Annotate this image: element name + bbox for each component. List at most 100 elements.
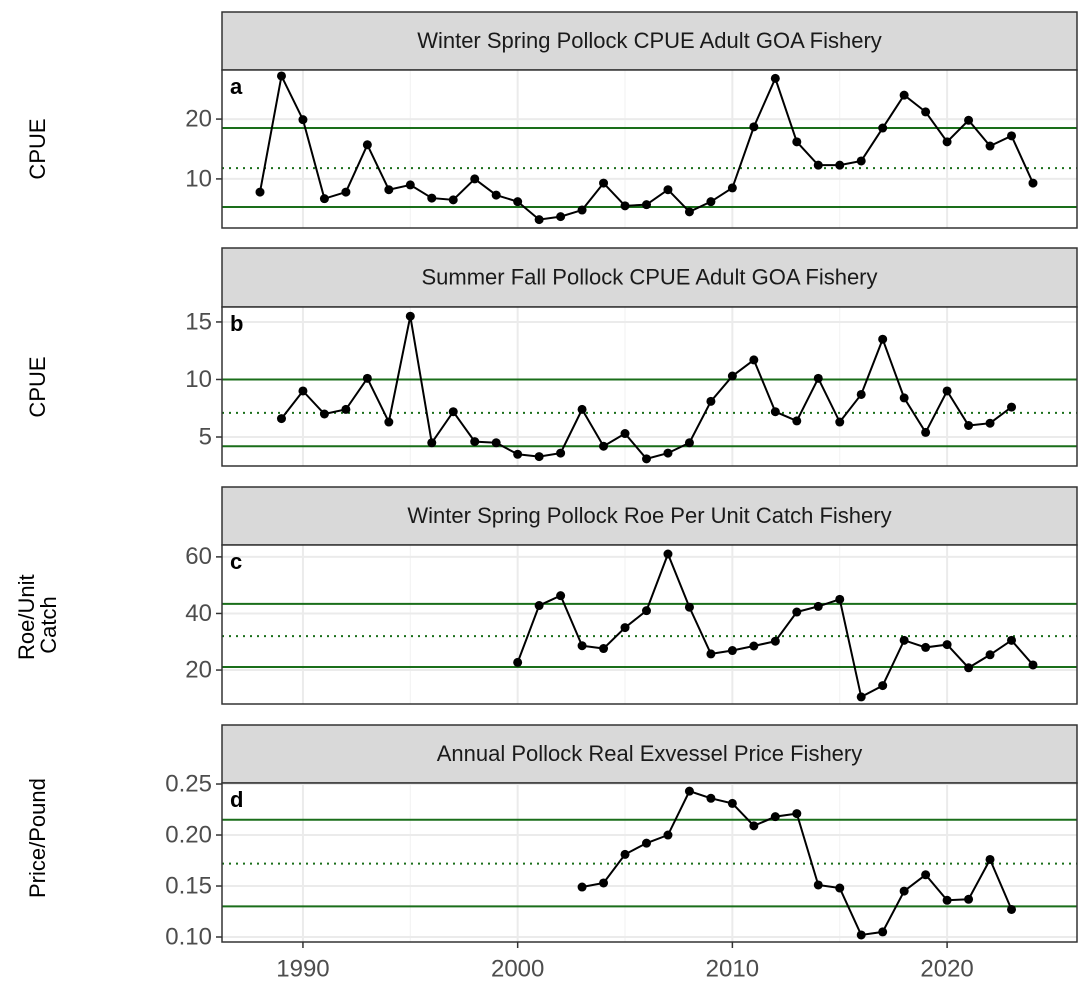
- data-point: [749, 122, 759, 132]
- data-point: [727, 798, 737, 808]
- data-point: [384, 185, 394, 195]
- data-point: [792, 809, 802, 819]
- data-point: [276, 414, 286, 424]
- data-point: [491, 438, 501, 448]
- data-point: [792, 607, 802, 617]
- data-point: [899, 90, 909, 100]
- data-point: [942, 137, 952, 147]
- data-point: [556, 212, 566, 222]
- panel-label: d: [230, 787, 243, 812]
- x-tick-label: 2010: [706, 955, 759, 982]
- data-point: [899, 393, 909, 403]
- data-point: [470, 174, 480, 184]
- data-point: [856, 930, 866, 940]
- data-point: [684, 602, 694, 612]
- data-point: [384, 417, 394, 427]
- data-point: [899, 886, 909, 896]
- data-point: [942, 640, 952, 650]
- data-point: [319, 194, 329, 204]
- data-point: [534, 452, 544, 462]
- data-point: [556, 448, 566, 458]
- data-point: [835, 594, 845, 604]
- y-tick-label: 15: [185, 308, 212, 335]
- data-point: [749, 821, 759, 831]
- panel-label: b: [230, 311, 243, 336]
- data-point: [1007, 402, 1017, 412]
- data-point: [813, 601, 823, 611]
- data-point: [427, 438, 437, 448]
- data-point: [405, 180, 415, 190]
- data-point: [620, 849, 630, 859]
- data-point: [319, 409, 329, 419]
- data-point: [620, 201, 630, 211]
- data-point: [835, 160, 845, 170]
- data-point: [1007, 635, 1017, 645]
- data-point: [813, 160, 823, 170]
- data-point: [663, 185, 673, 195]
- y-axis-label: CPUE: [25, 118, 50, 180]
- data-point: [813, 373, 823, 383]
- data-point: [341, 187, 351, 197]
- data-point: [577, 882, 587, 892]
- strip-title: Winter Spring Pollock Roe Per Unit Catch…: [407, 503, 891, 528]
- data-point: [276, 71, 286, 81]
- y-axis-label: Price/Pound: [25, 777, 50, 898]
- panel-bg: [222, 783, 1077, 942]
- data-point: [856, 692, 866, 702]
- data-point: [362, 140, 372, 150]
- data-point: [599, 644, 609, 654]
- data-point: [534, 215, 544, 225]
- data-point: [706, 793, 716, 803]
- data-point: [556, 591, 566, 601]
- data-point: [878, 334, 888, 344]
- data-point: [1028, 660, 1038, 670]
- data-point: [964, 421, 974, 431]
- y-tick-label: 0.20: [165, 821, 212, 848]
- y-axis-label: CPUE: [25, 355, 50, 418]
- data-point: [470, 437, 480, 447]
- data-point: [663, 549, 673, 559]
- y-tick-label: 20: [185, 105, 212, 132]
- data-point: [878, 123, 888, 133]
- data-point: [641, 606, 651, 616]
- data-point: [599, 441, 609, 451]
- data-point: [513, 657, 523, 667]
- data-point: [684, 438, 694, 448]
- data-point: [599, 878, 609, 888]
- data-point: [491, 190, 501, 200]
- data-point: [577, 641, 587, 651]
- strip: [221, 486, 1078, 546]
- data-point: [921, 107, 931, 117]
- data-point: [942, 895, 952, 905]
- data-point: [534, 601, 544, 611]
- data-point: [641, 200, 651, 210]
- data-point: [792, 416, 802, 426]
- strip-title: Winter Spring Pollock CPUE Adult GOA Fis…: [417, 28, 882, 53]
- data-point: [513, 449, 523, 459]
- data-point: [985, 650, 995, 660]
- data-point: [1007, 904, 1017, 914]
- data-point: [513, 197, 523, 207]
- data-point: [341, 404, 351, 414]
- data-point: [641, 454, 651, 464]
- data-point: [620, 429, 630, 439]
- y-tick-label: 10: [185, 366, 212, 393]
- data-point: [663, 830, 673, 840]
- data-point: [727, 646, 737, 656]
- data-point: [985, 141, 995, 151]
- data-point: [835, 883, 845, 893]
- data-point: [577, 205, 587, 215]
- data-point: [813, 880, 823, 890]
- data-point: [362, 373, 372, 383]
- data-point: [921, 427, 931, 437]
- panel-bg: [222, 545, 1077, 704]
- x-tick-label: 1990: [276, 955, 329, 982]
- data-point: [921, 870, 931, 880]
- x-tick-label: 2000: [491, 955, 544, 982]
- strip: [221, 724, 1078, 784]
- data-point: [964, 663, 974, 673]
- data-point: [942, 386, 952, 396]
- data-point: [684, 207, 694, 217]
